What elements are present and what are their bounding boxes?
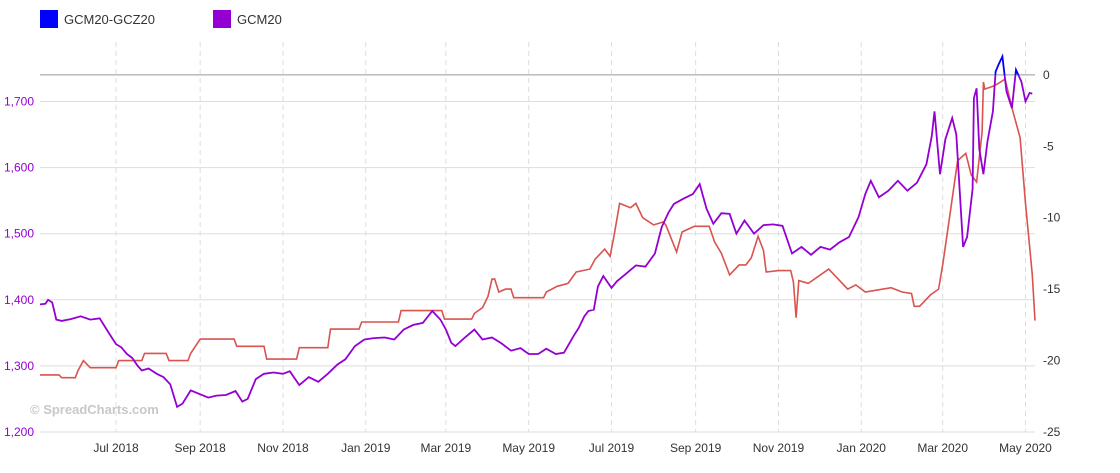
y-right-tick-label: -5 [1043, 139, 1054, 153]
y-right-tick-label: -25 [1043, 425, 1061, 439]
x-tick-label: Mar 2019 [421, 441, 472, 455]
y-left-tick-label: 1,600 [4, 161, 34, 175]
y-right-tick-label: -15 [1043, 282, 1061, 296]
y-left-tick-label: 1,300 [4, 359, 34, 373]
x-tick-label: Nov 2018 [257, 441, 309, 455]
legend-swatch-spread [40, 10, 58, 28]
y-right-tick-label: 0 [1043, 68, 1050, 82]
y-left-tick-label: 1,400 [4, 293, 34, 307]
legend-label-price: GCM20 [237, 11, 282, 27]
x-tick-label: Jul 2019 [589, 441, 635, 455]
watermark: © SpreadCharts.com [30, 402, 159, 417]
x-tick-label: May 2020 [999, 441, 1052, 455]
y-right-tick-label: -10 [1043, 211, 1061, 225]
x-tick-label: Jul 2018 [93, 441, 139, 455]
y-left-tick-label: 1,700 [4, 94, 34, 108]
legend-label-spread: GCM20-GCZ20 [64, 11, 156, 27]
x-tick-label: Sep 2019 [670, 441, 722, 455]
x-tick-label: Mar 2020 [917, 441, 968, 455]
legend: GCM20-GCZ20 GCM20 [40, 10, 282, 28]
legend-item-price[interactable]: GCM20 [213, 10, 282, 28]
series-line-spread [40, 77, 1036, 379]
x-tick-label: Nov 2019 [753, 441, 805, 455]
y-left-tick-label: 1,200 [4, 425, 34, 439]
series-line-price [40, 74, 1033, 409]
legend-item-spread[interactable]: GCM20-GCZ20 [40, 10, 155, 28]
x-tick-label: Jan 2019 [341, 441, 391, 455]
legend-swatch-price [213, 10, 232, 28]
x-tick-label: May 2019 [502, 441, 555, 455]
x-tick-label: Sep 2018 [174, 441, 226, 455]
x-tick-label: Jan 2020 [837, 441, 887, 455]
y-right-tick-label: -20 [1043, 354, 1061, 368]
y-left-tick-label: 1,500 [4, 227, 34, 241]
